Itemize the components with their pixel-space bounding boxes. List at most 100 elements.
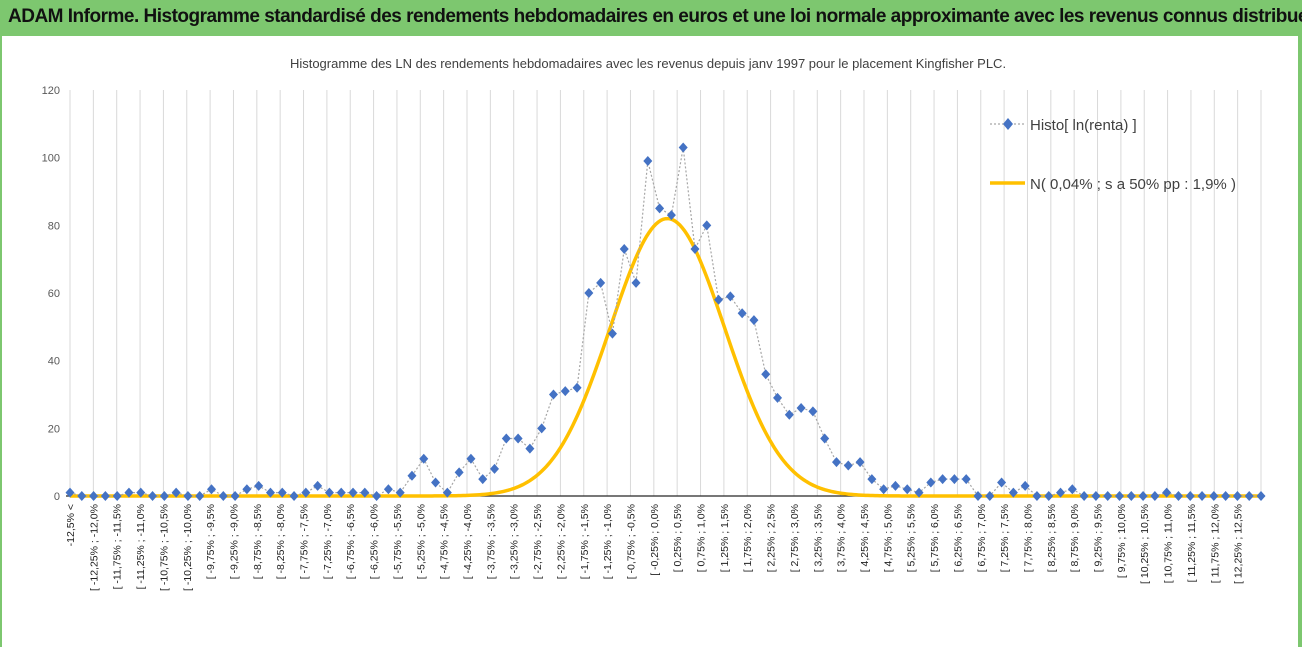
histogram-point [1091, 491, 1101, 501]
chart-title: Histogramme des LN des rendements hebdom… [290, 56, 1006, 71]
x-tick-label: [ -12,25% ; -12,0% [88, 504, 100, 591]
x-tick-label: [ -4,25% ; -4,0% [462, 504, 474, 579]
histogram-point [584, 288, 594, 298]
x-tick-label: [ -9,75% ; -9,5% [205, 504, 217, 579]
histogram-point [1044, 491, 1054, 501]
histogram-point [124, 487, 134, 498]
x-tick-label: [ -3,75% ; -3,5% [485, 504, 497, 579]
x-tick-label: [ 1,25% ; 1,5% [719, 504, 731, 572]
histogram-point [501, 433, 511, 444]
histogram-point [997, 477, 1007, 488]
x-tick-label: [ -2,25% ; -2,0% [555, 504, 567, 579]
y-tick-label: 120 [42, 85, 60, 97]
histogram-point [1150, 491, 1160, 501]
x-tick-label: [ -7,75% ; -7,5% [299, 504, 311, 579]
y-axis: 0 20 40 60 80 100 120 [42, 85, 60, 503]
histogram-point [890, 480, 900, 491]
histogram-point [1185, 491, 1195, 501]
histogram-point [490, 463, 500, 474]
x-tick-label: [ -2,75% ; -2,5% [532, 504, 544, 579]
histogram-point [938, 474, 948, 485]
x-tick-label: [ -0,25% ; 0,0% [649, 504, 661, 576]
histogram-point [808, 406, 818, 417]
histogram-point [301, 487, 311, 498]
y-tick-label: 60 [48, 288, 60, 300]
histogram-point [1056, 487, 1066, 498]
x-tick-label: [ -1,25% ; -1,0% [602, 504, 614, 579]
histogram-point [1232, 491, 1242, 501]
x-tick-label: [ -1,75% ; -1,5% [579, 504, 591, 579]
histogram-point [596, 277, 606, 288]
normal-curve-series [70, 216, 1261, 498]
histogram-point [949, 474, 959, 485]
histogram-point [207, 484, 217, 495]
histogram-point [1079, 491, 1089, 501]
histogram-point [1244, 491, 1254, 501]
y-tick-label: 0 [54, 491, 60, 503]
histogram-point [112, 491, 122, 501]
histogram-point [690, 244, 700, 255]
histogram-point [1020, 480, 1030, 491]
histogram-point [1221, 491, 1231, 501]
x-tick-label: [ 10,75% ; 11,0% [1163, 504, 1175, 583]
chart-legend: Histo[ ln(renta) ] N( 0,04% ; s a 50% pp… [990, 117, 1236, 193]
histogram-point [1173, 491, 1183, 501]
histogram-point [761, 369, 771, 380]
histogram-point [336, 487, 346, 498]
histogram-point [407, 470, 417, 481]
legend-histo-label: Histo[ ln(renta) ] [1030, 117, 1137, 134]
x-tick-label: -12,5% < [65, 504, 77, 546]
histogram-point [985, 491, 995, 501]
histogram-point [926, 477, 936, 488]
chart-panel [2, 36, 1298, 647]
histogram-point [171, 487, 181, 498]
histogram-point [395, 487, 405, 498]
histogram-point [313, 480, 323, 491]
histogram-point [1032, 491, 1042, 501]
y-tick-label: 80 [48, 220, 60, 232]
histogram-point [902, 484, 912, 495]
histogram-point [1209, 491, 1219, 501]
histogram-point [702, 220, 712, 231]
header-banner: ADAM Informe. Histogramme standardisé de… [0, 0, 1302, 36]
histogram-point [1138, 491, 1148, 501]
histogram-point [478, 474, 488, 485]
histogram-point [666, 210, 676, 221]
x-tick-label: [ 6,25% ; 6,5% [952, 504, 964, 572]
x-tick-label: [ 12,25% ; 12,5% [1233, 504, 1245, 584]
histogram-point [454, 467, 464, 478]
histogram-point [867, 474, 877, 485]
histogram-point [619, 244, 629, 255]
x-tick-label: [ 6,75% ; 7,0% [976, 504, 988, 572]
histogram-line [69, 147, 1261, 497]
histogram-point [324, 487, 334, 498]
histogram-point [607, 328, 617, 339]
histogram-point [230, 491, 240, 501]
x-tick-label: [ 2,75% ; 3,0% [789, 504, 801, 572]
histogram-point [820, 433, 830, 444]
x-tick-label: [ -10,25% ; -10,0% [182, 504, 194, 591]
x-tick-label: [ 5,75% ; 6,0% [929, 504, 941, 572]
histogram-point [784, 409, 794, 420]
x-tick-label: [ 4,25% ; 4,5% [859, 504, 871, 572]
x-tick-label: [ -8,75% ; -8,5% [252, 504, 264, 579]
x-tick-label: [ 4,75% ; 5,0% [882, 504, 894, 572]
x-tick-label: [ 9,25% ; 9,5% [1093, 504, 1105, 572]
x-tick-label: [ 11,75% ; 12,0% [1209, 504, 1221, 583]
histogram-point [77, 491, 87, 501]
histogram-point [560, 386, 570, 397]
histogram-point [65, 487, 75, 498]
histogram-point [1114, 491, 1124, 501]
x-tick-label: [ 10,25% ; 10,5% [1139, 504, 1151, 584]
histogram-point [796, 403, 806, 414]
histogram-point [973, 491, 983, 501]
x-tick-label: [ -5,75% ; -5,5% [392, 504, 404, 579]
histogram-point [148, 491, 158, 501]
histogram-point [1103, 491, 1113, 501]
histogram-point [372, 491, 382, 501]
y-tick-label: 40 [48, 356, 60, 368]
x-tick-label: [ -8,25% ; -8,0% [275, 504, 287, 579]
x-tick-label: [ 2,25% ; 2,5% [766, 504, 778, 572]
x-tick-label: [ 0,25% ; 0,5% [672, 504, 684, 572]
